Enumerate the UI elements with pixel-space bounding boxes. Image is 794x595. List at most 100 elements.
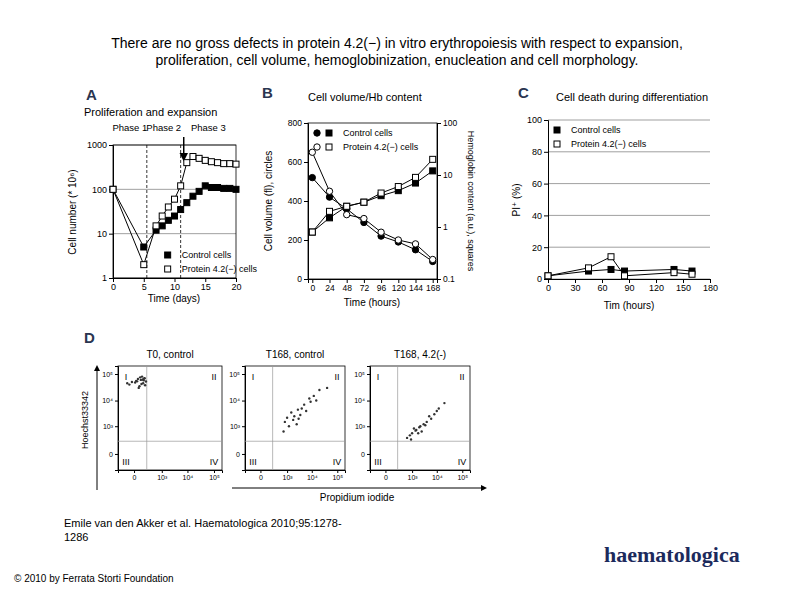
tick: 10⁵ (102, 371, 118, 378)
tick-mark (367, 374, 370, 375)
grid-line (548, 120, 710, 121)
legend-marker (314, 144, 320, 150)
tick-mark (187, 470, 188, 473)
data-point (430, 418, 432, 420)
data-point (415, 429, 417, 431)
tick: 10 (170, 278, 180, 292)
plot-data (406, 402, 446, 441)
x-axis-title: Propidium iodide (320, 492, 395, 503)
data-point (671, 270, 677, 276)
tick: 10⁵ (209, 470, 220, 481)
data-point (282, 430, 284, 432)
data-point (309, 174, 315, 180)
tick: 150 (676, 279, 691, 293)
tick-label: 600 (288, 157, 302, 167)
tick: 10 (437, 170, 453, 180)
gate-line (118, 441, 222, 442)
tick: 168 (426, 279, 440, 293)
tick-label: 144 (409, 283, 423, 293)
tick: 10 (97, 229, 113, 239)
plot-frame (370, 366, 470, 470)
tick-label: 48 (342, 283, 352, 293)
y-axis-title: Hoechst33342 (80, 391, 90, 449)
axis-line (371, 471, 471, 474)
tick-label: 1 (443, 222, 448, 232)
panel: 02448729612014416802004006008000.1110100… (262, 84, 476, 308)
axis: 0200400600800 (288, 118, 309, 284)
panel: 051015201101001000Phase 1Phase 2Phase 3C… (67, 86, 257, 304)
data-point (413, 427, 415, 429)
chart-title: Cell volume/Hb content (308, 91, 422, 103)
axis: 020406080100 (527, 115, 549, 284)
tick: 10⁴ (183, 470, 194, 481)
series-line (113, 157, 236, 265)
gate-line (272, 366, 273, 470)
legend: Control cellsProtein 4.2(−) cells (165, 250, 258, 274)
data-point (145, 380, 147, 382)
tick: 10⁵ (332, 470, 343, 481)
tick-mark (242, 454, 245, 455)
quadrant-label: I (252, 372, 255, 382)
data-point (215, 184, 221, 190)
tick-mark (312, 470, 313, 473)
tick: 0 (361, 451, 370, 458)
tick-mark (544, 184, 548, 185)
data-point (303, 403, 305, 405)
tick-label: 150 (676, 283, 691, 293)
legend-label: Control cells (571, 125, 621, 135)
tick-mark (287, 470, 288, 473)
panel: 010³10⁴10⁵010³10⁴10⁵IIIIIIIVT168, contro… (229, 349, 484, 503)
axis: 1101001000 (87, 140, 114, 283)
grid-line (548, 183, 710, 184)
data-point (153, 223, 159, 229)
chart-title: T168, control (266, 349, 324, 360)
data-point (139, 376, 141, 378)
tick-label: 0 (111, 282, 116, 292)
tick-label: 400 (288, 196, 302, 206)
tick: 10⁴ (229, 397, 245, 404)
data-point (284, 421, 286, 423)
data-point (305, 410, 307, 412)
chart-title: Proliferation and expansion (84, 106, 217, 118)
page: There are no gross defects in protein 4.… (0, 0, 794, 595)
data-point (608, 254, 614, 260)
data-point (126, 382, 128, 384)
data-point (140, 383, 142, 385)
data-point (178, 207, 184, 213)
tick-label: 100 (92, 185, 107, 195)
tick-label: 10⁴ (307, 474, 318, 481)
plot-frame (308, 123, 437, 279)
axis-line (246, 471, 346, 474)
tick-label: 24 (325, 283, 335, 293)
tick-label: 0 (310, 283, 315, 293)
axis: 010³10⁴10⁵ (102, 367, 118, 471)
data-point (143, 377, 145, 379)
plot-data (282, 387, 328, 433)
tick-mark (109, 278, 113, 279)
tick: 40 (532, 211, 548, 221)
legend-marker (554, 127, 560, 133)
tick-mark (304, 240, 308, 241)
data-point (297, 408, 299, 410)
grid-line (548, 151, 710, 152)
series-line (548, 257, 692, 276)
panel-letter: B (262, 84, 273, 101)
data-point (436, 410, 438, 412)
data-point (443, 402, 445, 404)
data-point (227, 161, 233, 167)
tick-label: 1 (102, 273, 107, 283)
data-point (196, 188, 202, 194)
tick: 80 (532, 147, 548, 157)
tick: 72 (360, 279, 370, 293)
axis: 0306090120150180 (546, 279, 718, 293)
tick-mark (437, 123, 441, 124)
plot-frame (245, 366, 345, 470)
tick-label: 10⁴ (354, 397, 365, 404)
data-point (689, 271, 695, 277)
x-axis-title: Tim (hours) (604, 300, 655, 311)
data-point (110, 186, 116, 192)
tick-label: 10³ (408, 474, 419, 481)
data-point (208, 159, 214, 165)
series-line (312, 171, 432, 232)
data-point (308, 397, 310, 399)
